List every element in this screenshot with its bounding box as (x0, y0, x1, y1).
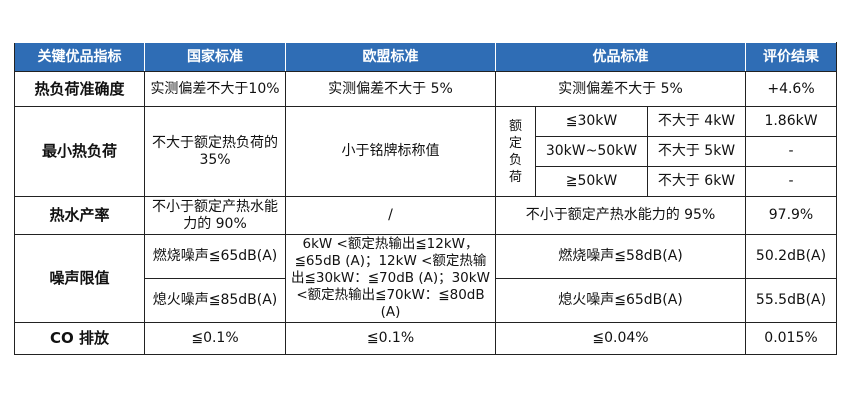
premium-value: 实测偏差不大于 5% (495, 71, 746, 107)
group-label-char: 额 (508, 118, 522, 134)
result-value: +4.6% (745, 71, 837, 107)
premium-value: ≦0.04% (495, 322, 746, 355)
group-label-char: 负 (508, 152, 522, 168)
header-evaluation-result: 评价结果 (745, 42, 837, 72)
row-min-heat-load: 最小热负荷 不大于额定热负荷的 35% 小于铭牌标称值 额 定 负 荷 ≦30k… (14, 106, 837, 197)
national-value: 不小于额定产热水能力的 90% (144, 196, 286, 235)
row-noise-limit: 噪声限值 燃烧噪声≦65dB(A) 6kW <额定热输出≦12kW，≦65dB … (14, 234, 837, 323)
result-value: 1.86kW (745, 106, 837, 137)
national-burn-noise: 燃烧噪声≦65dB(A) (144, 234, 286, 279)
load-limit: 不大于 5kW (647, 136, 746, 167)
eu-value: ≦0.1% (285, 322, 496, 355)
result-value: - (745, 136, 837, 167)
header-eu-standard: 欧盟标准 (285, 42, 496, 72)
premium-off-noise: 熄火噪声≦65dB(A) (495, 278, 746, 323)
header-premium-standard: 优品标准 (495, 42, 746, 72)
group-label-char: 定 (508, 135, 522, 151)
row-min-heat-load-sub: 30kW~50kW 不大于 5kW - (15, 136, 837, 167)
national-off-noise: 熄火噪声≦85dB(A) (144, 278, 286, 323)
national-value: 实测偏差不大于10% (144, 71, 286, 107)
row-label: 热负荷准确度 (14, 71, 145, 107)
result-off-noise: 55.5dB(A) (745, 278, 837, 323)
result-burn-noise: 50.2dB(A) (745, 234, 837, 279)
header-national-standard: 国家标准 (144, 42, 286, 72)
load-limit: 不大于 6kW (647, 166, 746, 197)
row-label: 噪声限值 (14, 234, 145, 323)
load-limit: 不大于 4kW (647, 106, 746, 137)
row-label: CO 排放 (14, 322, 145, 355)
load-range: 30kW~50kW (535, 136, 648, 167)
eu-noise-value: 6kW <额定热输出≦12kW，≦65dB (A)；12kW <额定热输出≦30… (285, 234, 496, 323)
row-noise-limit-sub: 熄火噪声≦85dB(A) 熄火噪声≦65dB(A) 55.5dB(A) (15, 278, 837, 323)
group-label-char: 荷 (508, 169, 522, 185)
load-range: ≧50kW (535, 166, 648, 197)
eu-value: 实测偏差不大于 5% (285, 71, 496, 107)
premium-burn-noise: 燃烧噪声≦58dB(A) (495, 234, 746, 279)
row-label: 最小热负荷 (14, 106, 145, 197)
result-value: 97.9% (745, 196, 837, 235)
row-label: 热水产率 (14, 196, 145, 235)
premium-value: 不小于额定产热水能力的 95% (495, 196, 746, 235)
row-hot-water-rate: 热水产率 不小于额定产热水能力的 90% / 不小于额定产热水能力的 95% 9… (14, 196, 837, 235)
eu-value: 小于铭牌标称值 (285, 106, 496, 197)
standards-comparison-table: 关键优品指标 国家标准 欧盟标准 优品标准 评价结果 热负荷准确度 实测偏差不大… (14, 42, 837, 355)
national-value: ≦0.1% (144, 322, 286, 355)
header-key-indicator: 关键优品指标 (14, 42, 145, 72)
result-value: 0.015% (745, 322, 837, 355)
eu-value: / (285, 196, 496, 235)
load-range: ≦30kW (535, 106, 648, 137)
header-row: 关键优品指标 国家标准 欧盟标准 优品标准 评价结果 (14, 42, 837, 72)
result-value: - (745, 166, 837, 197)
national-value: 不大于额定热负荷的 35% (144, 106, 286, 197)
rated-load-group-label: 额 定 负 荷 (495, 106, 536, 197)
row-co-emission: CO 排放 ≦0.1% ≦0.1% ≦0.04% 0.015% (14, 322, 837, 355)
row-heat-load-accuracy: 热负荷准确度 实测偏差不大于10% 实测偏差不大于 5% 实测偏差不大于 5% … (14, 71, 837, 107)
